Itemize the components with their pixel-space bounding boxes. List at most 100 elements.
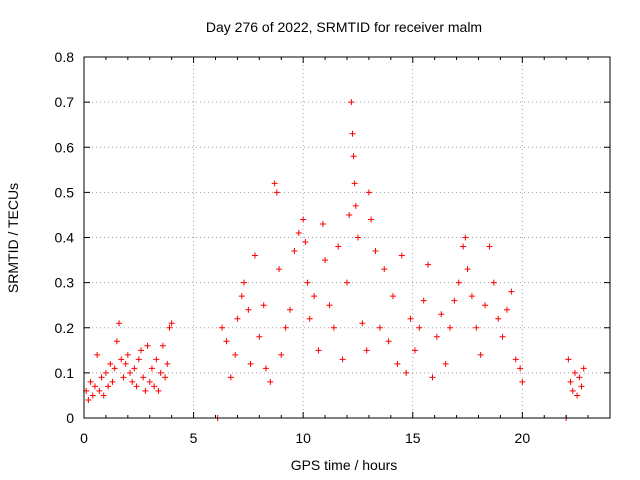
data-point: [416, 324, 423, 331]
data-point: [122, 360, 129, 367]
data-point: [322, 257, 329, 264]
data-point: [499, 333, 506, 340]
data-point: [278, 351, 285, 358]
data-point: [140, 374, 147, 381]
tick-layer: 0 0.1 0.2 0.3 0.4 0.5 0.6 0.7 0.8 0 5 10 15 20: [55, 49, 610, 446]
data-point: [512, 356, 519, 363]
data-point: [519, 378, 526, 385]
data-point: [273, 189, 280, 196]
data-point: [85, 396, 92, 403]
data-point: [344, 279, 350, 286]
data-point: [411, 347, 418, 354]
data-point: [503, 306, 510, 313]
y-tick-label: 0.3: [55, 275, 75, 291]
x-tick-label: 15: [405, 430, 421, 446]
grid-layer: [84, 57, 610, 418]
y-tick-label: 0.7: [55, 94, 75, 110]
data-point: [105, 383, 112, 390]
data-point: [131, 365, 138, 372]
data-point: [96, 387, 103, 394]
plot-frame: [83, 56, 611, 419]
data-point: [376, 324, 383, 331]
y-tick-label: 0.8: [55, 49, 75, 65]
data-point: [442, 360, 449, 367]
data-point: [251, 252, 258, 259]
data-point: [394, 360, 401, 367]
data-point: [155, 387, 162, 394]
data-point: [349, 130, 356, 137]
data-point: [460, 243, 467, 250]
data-point: [565, 356, 572, 363]
data-point: [116, 320, 123, 327]
data-point: [137, 347, 144, 354]
data-point: [240, 279, 247, 286]
y-tick-label: 0.6: [55, 139, 75, 155]
data-point: [260, 302, 267, 309]
y-tick-label: 0.2: [55, 320, 75, 336]
data-point: [574, 392, 581, 399]
data-point: [227, 374, 234, 381]
data-point: [159, 342, 166, 349]
y-tick-label: 0.1: [55, 365, 75, 381]
y-axis-label: SRMTID / TECUs: [5, 183, 21, 293]
data-point: [113, 338, 120, 345]
data-point: [166, 324, 173, 331]
data-point: [129, 378, 136, 385]
x-tick-label: 20: [515, 430, 531, 446]
data-point: [238, 293, 245, 300]
data-point: [508, 288, 515, 295]
data-point: [363, 347, 370, 354]
data-point: [107, 360, 114, 367]
data-point: [100, 392, 107, 399]
data-point: [447, 324, 454, 331]
data-point: [232, 351, 239, 358]
data-point: [287, 306, 294, 313]
data-point: [420, 297, 427, 304]
data-point: [146, 378, 153, 385]
data-point: [118, 356, 125, 363]
data-point: [89, 392, 96, 399]
data-point: [102, 369, 109, 376]
data-point: [330, 324, 337, 331]
x-tick-label: 10: [295, 430, 311, 446]
data-point: [168, 320, 175, 327]
data-point: [234, 315, 241, 322]
data-point: [438, 311, 445, 318]
data-point: [262, 365, 269, 372]
data-point: [482, 302, 489, 309]
data-point: [326, 302, 333, 309]
data-point: [473, 324, 480, 331]
data-point: [282, 324, 289, 331]
data-point: [291, 248, 298, 255]
data-point: [304, 279, 311, 286]
data-point: [390, 293, 397, 300]
data-point: [350, 153, 357, 160]
data-point: [464, 266, 471, 273]
data-point: [351, 180, 358, 187]
data-point: [346, 211, 353, 218]
data-point: [578, 383, 585, 390]
data-point: [468, 293, 475, 300]
data-point: [398, 252, 405, 259]
data-point: [451, 297, 458, 304]
data-point: [567, 378, 574, 385]
chart-title: Day 276 of 2022, SRMTID for receiver mal…: [206, 19, 482, 35]
data-point: [433, 333, 440, 340]
data-point: [295, 229, 302, 236]
data-point: [245, 306, 252, 313]
data-point: [486, 243, 493, 250]
data-layer: [83, 99, 587, 421]
data-point: [490, 279, 497, 286]
data-point: [403, 369, 410, 376]
data-point: [98, 374, 105, 381]
data-point: [569, 387, 576, 394]
data-point: [339, 356, 346, 363]
data-point: [365, 189, 372, 196]
data-point: [300, 216, 307, 223]
data-point: [359, 320, 366, 327]
y-tick-label: 0.4: [55, 230, 75, 246]
y-tick-label: 0.5: [55, 184, 75, 200]
data-point: [462, 234, 469, 241]
data-point: [571, 369, 578, 376]
data-point: [352, 202, 359, 209]
